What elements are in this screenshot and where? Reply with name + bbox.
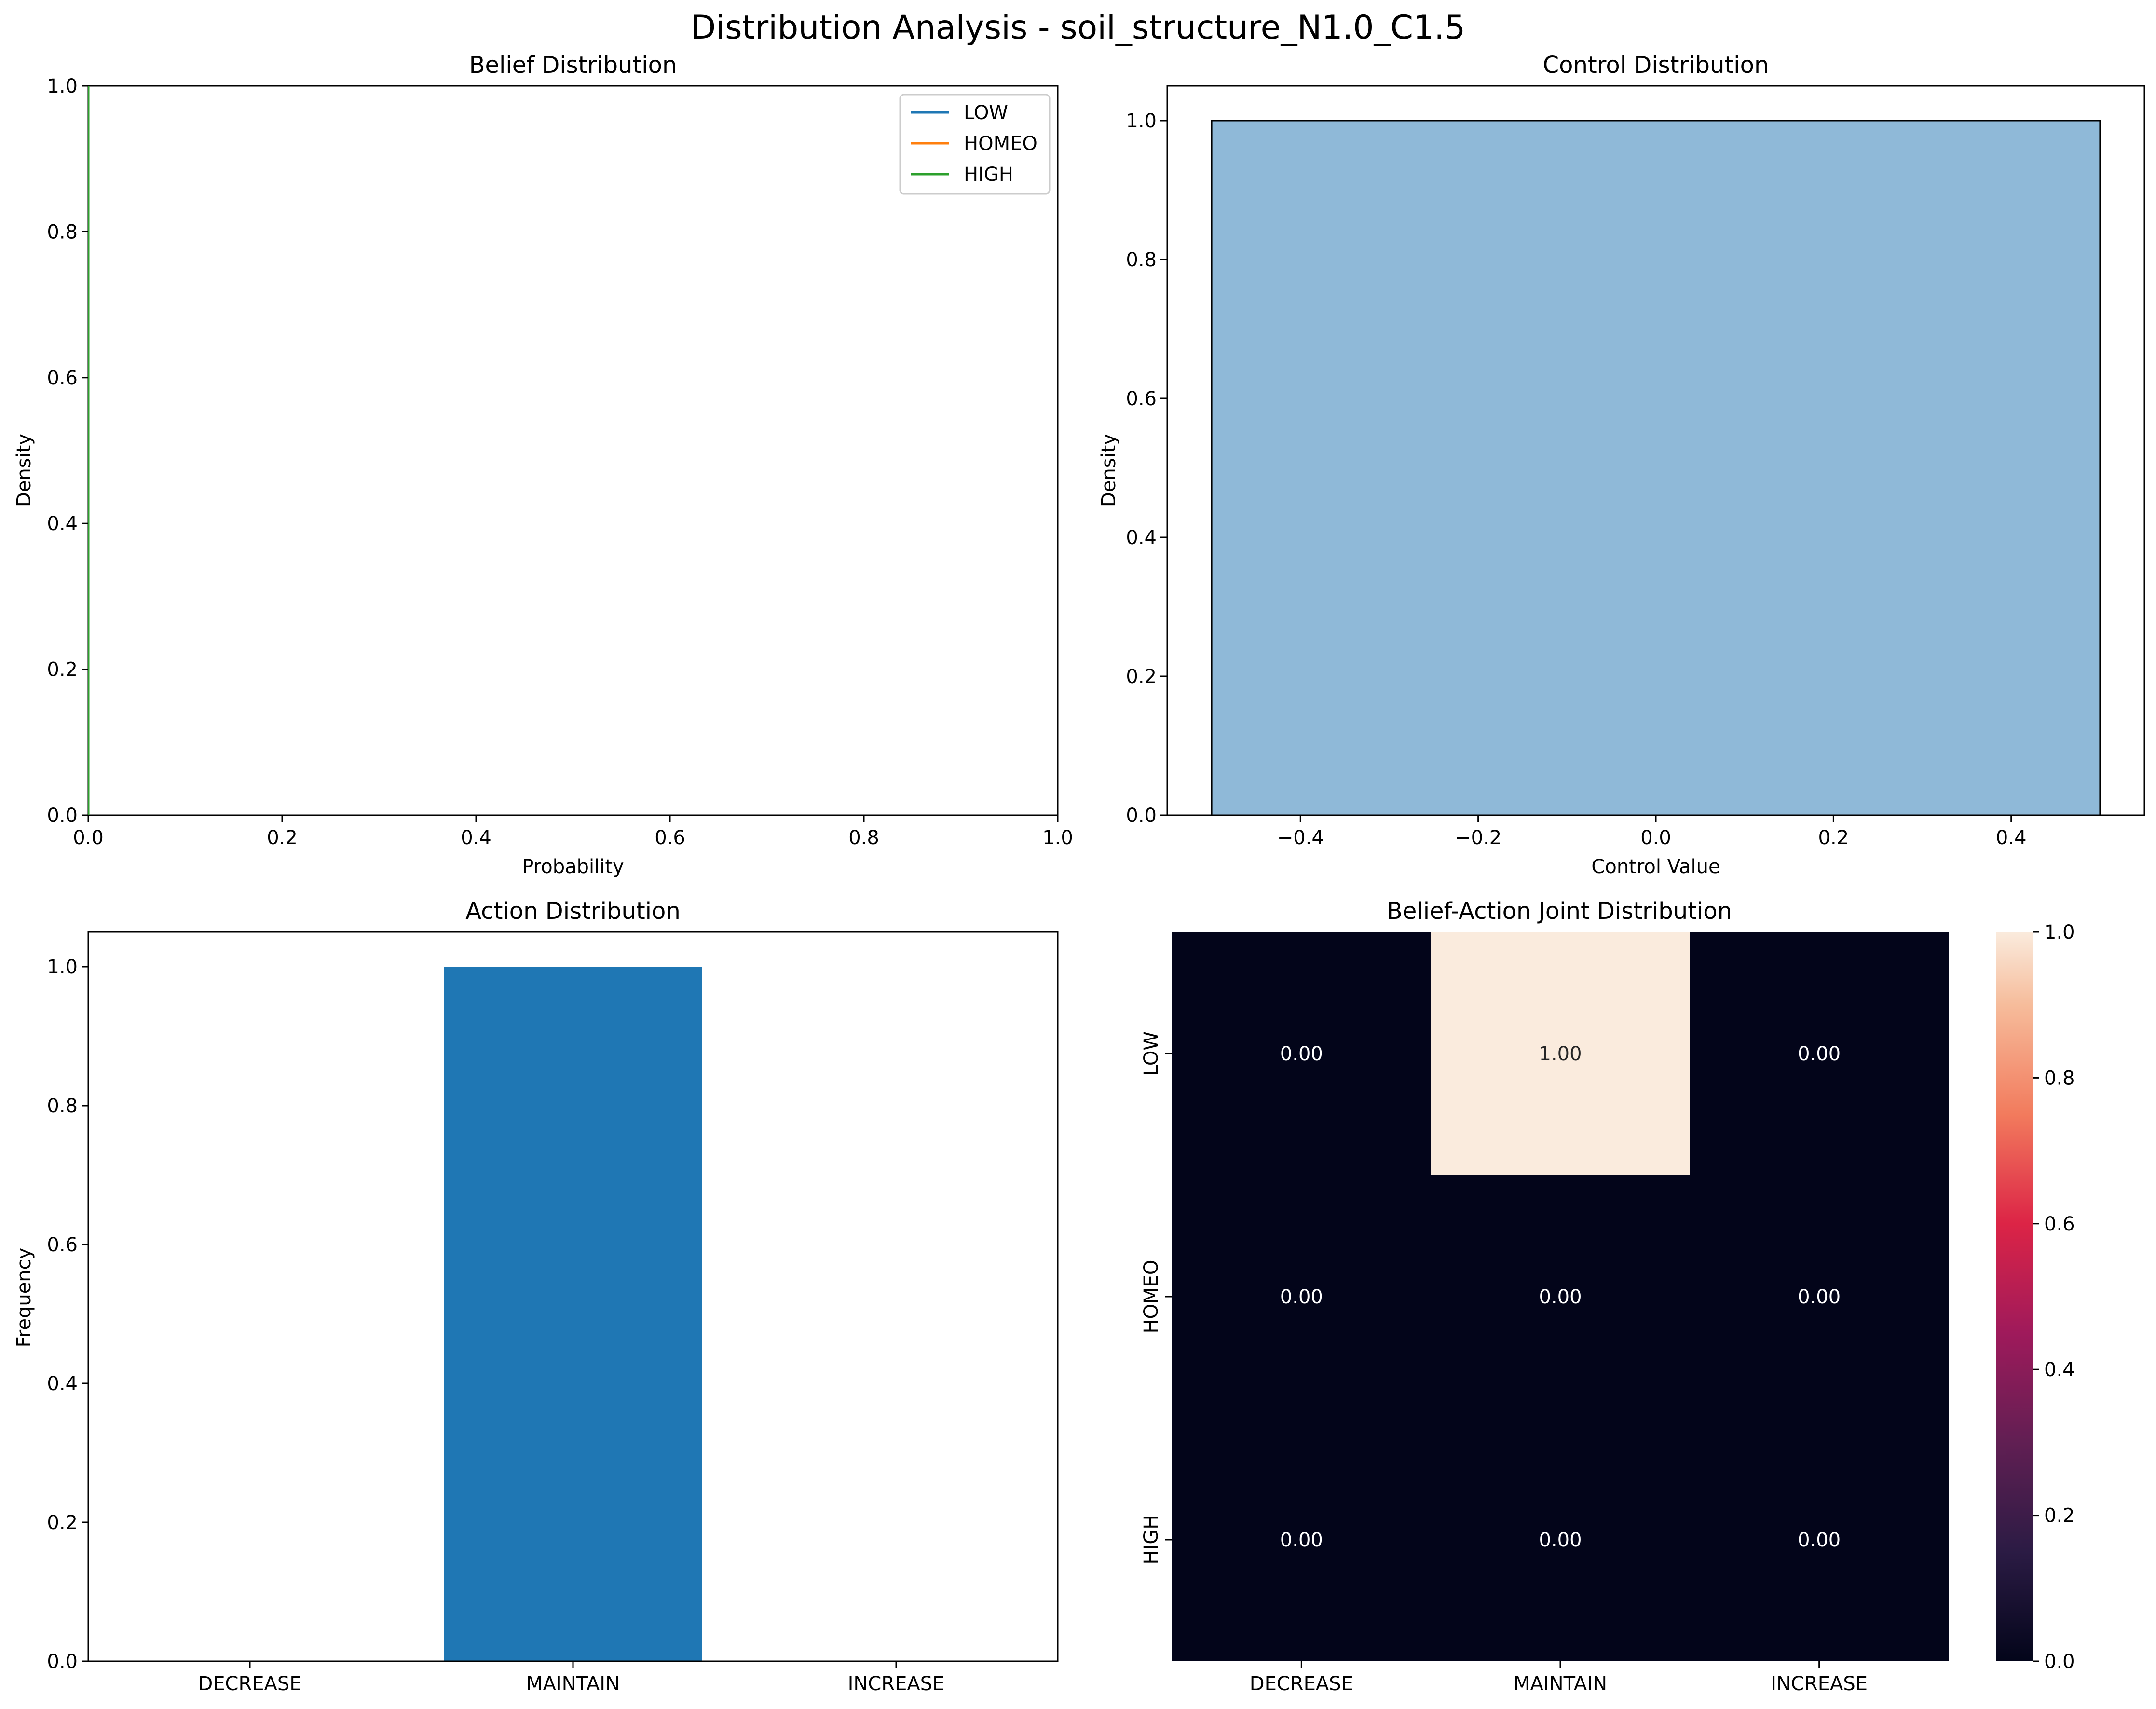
belief-y-axis-label: Density: [13, 434, 35, 507]
belief-plot-area: 0.0 0.2 0.4 0.6 0.8 1.0 0.0 0.2 0.4 0.6 0.8 1.0: [47, 75, 1073, 849]
control-y-tick-label-2: 0.4: [1126, 527, 1157, 549]
belief-x-tick-label-3: 0.6: [655, 827, 685, 849]
heatmap-cell-homeo-decrease: [1172, 1175, 1431, 1418]
joint-distribution-panel: Belief-Action Joint Distribution 0.00 1.0…: [1140, 898, 2075, 1695]
joint-x-tick-label-decrease: DECREASE: [1250, 1673, 1353, 1695]
belief-distribution-panel: Belief Distribution Probability Density …: [13, 52, 1073, 878]
joint-x-tick-label-maintain: MAINTAIN: [1514, 1673, 1607, 1695]
heatmap-annotation-2-0: 0.00: [1280, 1529, 1323, 1551]
action-chart-title: Action Distribution: [465, 898, 681, 925]
control-y-tick-label-1: 0.2: [1126, 666, 1157, 688]
colorbar-tick-label-3: 0.6: [2044, 1213, 2075, 1235]
joint-heatmap-area: 0.00 1.00 0.00 0.00 0.00 0.00 0.00 0.00 0.00 DECR…: [1140, 932, 1949, 1695]
belief-x-tick-label-5: 1.0: [1042, 827, 1073, 849]
joint-colorbar: 0.0 0.2 0.4 0.6 0.8 1.0: [1996, 921, 2075, 1673]
action-y-axis-label: Frequency: [13, 1248, 35, 1348]
control-y-tick-label-3: 0.6: [1126, 388, 1157, 410]
heatmap-cell-high-maintain: [1431, 1418, 1690, 1661]
action-y-tick-label-5: 1.0: [47, 956, 78, 978]
action-y-tick-label-0: 0.0: [47, 1651, 78, 1673]
joint-y-tick-label-homeo: HOMEO: [1140, 1260, 1162, 1334]
heatmap-annotation-1-0: 0.00: [1280, 1286, 1323, 1308]
action-y-tick-label-4: 0.8: [47, 1095, 78, 1117]
figure-title: Distribution Analysis - soil_structure_N…: [691, 9, 1465, 47]
heatmap-cell-high-increase: [1690, 1418, 1949, 1661]
belief-y-tick-label-4: 0.8: [47, 221, 78, 243]
legend-label-homeo: HOMEO: [964, 133, 1037, 155]
colorbar-tick-label-1: 0.2: [2044, 1505, 2075, 1527]
action-distribution-panel: Action Distribution Frequency DECREASE MA…: [13, 898, 1059, 1695]
control-chart-title: Control Distribution: [1543, 52, 1769, 79]
action-y-tick-label-3: 0.6: [47, 1234, 78, 1256]
belief-x-tick-label-4: 0.8: [848, 827, 879, 849]
heatmap-cell-low-increase: [1690, 932, 1949, 1175]
heatmap-annotation-0-1: 1.00: [1539, 1043, 1582, 1065]
heatmap-annotation-0-0: 0.00: [1280, 1043, 1323, 1065]
belief-x-axis-label: Probability: [522, 856, 624, 878]
control-x-tick-label-1: −0.2: [1455, 827, 1501, 849]
colorbar-tick-label-2: 0.4: [2044, 1359, 2075, 1381]
control-plot-area: −0.4 −0.2 0.0 0.2 0.4 0.0 0.2 0.4 0.6 0.8 1.0: [1126, 85, 2145, 849]
action-y-tick-label-1: 0.2: [47, 1512, 78, 1534]
joint-y-tick-label-high: HIGH: [1140, 1515, 1162, 1565]
control-y-tick-label-4: 0.8: [1126, 249, 1157, 271]
action-x-tick-label-decrease: DECREASE: [198, 1673, 301, 1695]
control-x-axis-label: Control Value: [1591, 856, 1720, 878]
belief-y-tick-label-0: 0.0: [47, 805, 78, 827]
heatmap-annotation-1-1: 0.00: [1539, 1286, 1582, 1308]
heatmap-cell-low-maintain: [1431, 932, 1690, 1175]
belief-x-tick-label-1: 0.2: [267, 827, 298, 849]
action-y-tick-label-2: 0.4: [47, 1373, 78, 1395]
control-y-tick-label-5: 1.0: [1126, 110, 1157, 132]
belief-y-tick-label-2: 0.4: [47, 513, 78, 535]
legend-label-high: HIGH: [964, 164, 1013, 186]
heatmap-annotation-1-2: 0.00: [1798, 1286, 1841, 1308]
belief-y-tick-label-1: 0.2: [47, 659, 78, 681]
heatmap-cell-homeo-increase: [1690, 1175, 1949, 1418]
belief-chart-title: Belief Distribution: [469, 52, 677, 79]
legend-label-low: LOW: [964, 102, 1008, 124]
heatmap-cell-high-decrease: [1172, 1418, 1431, 1661]
control-y-tick-label-0: 0.0: [1126, 805, 1157, 827]
colorbar-tick-label-5: 1.0: [2044, 921, 2075, 943]
action-axes-frame: [87, 931, 1059, 1662]
colorbar-gradient: [1996, 932, 2033, 1661]
control-bar-0: [1211, 120, 2101, 816]
control-x-tick-label-3: 0.2: [1818, 827, 1849, 849]
action-x-tick-label-maintain: MAINTAIN: [526, 1673, 620, 1695]
belief-x-tick-label-0: 0.0: [73, 827, 104, 849]
control-x-tick-label-0: −0.4: [1277, 827, 1324, 849]
action-plot-area: DECREASE MAINTAIN INCREASE 0.0 0.2 0.4 0.6 0.8 1…: [47, 931, 1059, 1695]
action-x-tick-label-increase: INCREASE: [848, 1673, 945, 1695]
colorbar-tick-label-0: 0.0: [2044, 1651, 2075, 1673]
heatmap-cell-low-decrease: [1172, 932, 1431, 1175]
heatmap-annotation-0-2: 0.00: [1798, 1043, 1841, 1065]
control-x-tick-label-2: 0.0: [1640, 827, 1671, 849]
belief-legend: LOW HOMEO HIGH: [899, 94, 1051, 195]
joint-chart-title: Belief-Action Joint Distribution: [1387, 898, 1732, 925]
control-y-axis-label: Density: [1098, 434, 1120, 507]
belief-y-tick-label-5: 1.0: [47, 75, 78, 97]
heatmap-annotation-2-2: 0.00: [1798, 1529, 1841, 1551]
joint-y-tick-label-low: LOW: [1140, 1031, 1162, 1076]
control-distribution-panel: Control Distribution Control Value Densi…: [1098, 52, 2145, 878]
action-bar-maintain: [444, 967, 702, 1661]
colorbar-tick-label-4: 0.8: [2044, 1067, 2075, 1089]
heatmap-cell-homeo-maintain: [1431, 1175, 1690, 1418]
heatmap-annotation-2-1: 0.00: [1539, 1529, 1582, 1551]
legend-box: [899, 94, 1051, 195]
control-x-tick-label-4: 0.4: [1996, 827, 2027, 849]
joint-x-tick-label-increase: INCREASE: [1771, 1673, 1868, 1695]
belief-y-tick-label-3: 0.6: [47, 367, 78, 389]
belief-x-tick-label-2: 0.4: [461, 827, 491, 849]
